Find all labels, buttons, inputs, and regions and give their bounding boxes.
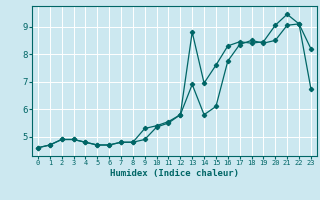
X-axis label: Humidex (Indice chaleur): Humidex (Indice chaleur)	[110, 169, 239, 178]
